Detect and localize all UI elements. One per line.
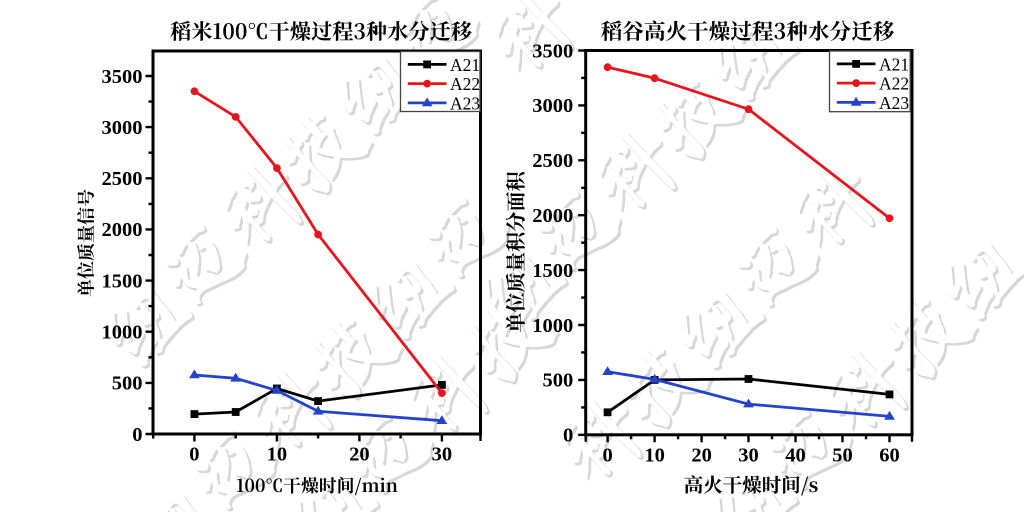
svg-text:10: 10 [644, 444, 665, 466]
svg-text:3500: 3500 [102, 66, 143, 88]
svg-text:0: 0 [602, 444, 612, 466]
svg-text:20: 20 [349, 444, 370, 466]
svg-text:1500: 1500 [532, 260, 573, 282]
svg-text:A23: A23 [450, 94, 480, 114]
svg-text:A22: A22 [879, 74, 909, 94]
svg-text:60: 60 [879, 444, 900, 466]
svg-text:20: 20 [691, 444, 712, 466]
svg-text:500: 500 [112, 373, 143, 395]
svg-text:2000: 2000 [102, 219, 143, 241]
svg-text:1500: 1500 [102, 270, 143, 292]
svg-text:3000: 3000 [532, 95, 573, 117]
svg-text:A23: A23 [879, 93, 909, 113]
svg-text:500: 500 [542, 370, 573, 392]
svg-text:0: 0 [132, 424, 142, 446]
svg-text:2500: 2500 [102, 168, 143, 190]
svg-text:50: 50 [832, 444, 853, 466]
svg-text:3000: 3000 [102, 117, 143, 139]
svg-text:30: 30 [738, 444, 759, 466]
svg-text:2000: 2000 [532, 205, 573, 227]
svg-text:0: 0 [189, 444, 199, 466]
svg-text:A22: A22 [450, 74, 480, 94]
svg-text:3500: 3500 [532, 40, 573, 62]
svg-text:10: 10 [267, 444, 288, 466]
svg-text:0: 0 [563, 425, 573, 447]
svg-text:A21: A21 [450, 55, 480, 75]
svg-text:30: 30 [432, 444, 453, 466]
svg-text:1000: 1000 [532, 315, 573, 337]
svg-text:A21: A21 [879, 55, 909, 75]
svg-text:40: 40 [785, 444, 806, 466]
svg-text:1000: 1000 [102, 322, 143, 344]
svg-text:2500: 2500 [532, 150, 573, 172]
